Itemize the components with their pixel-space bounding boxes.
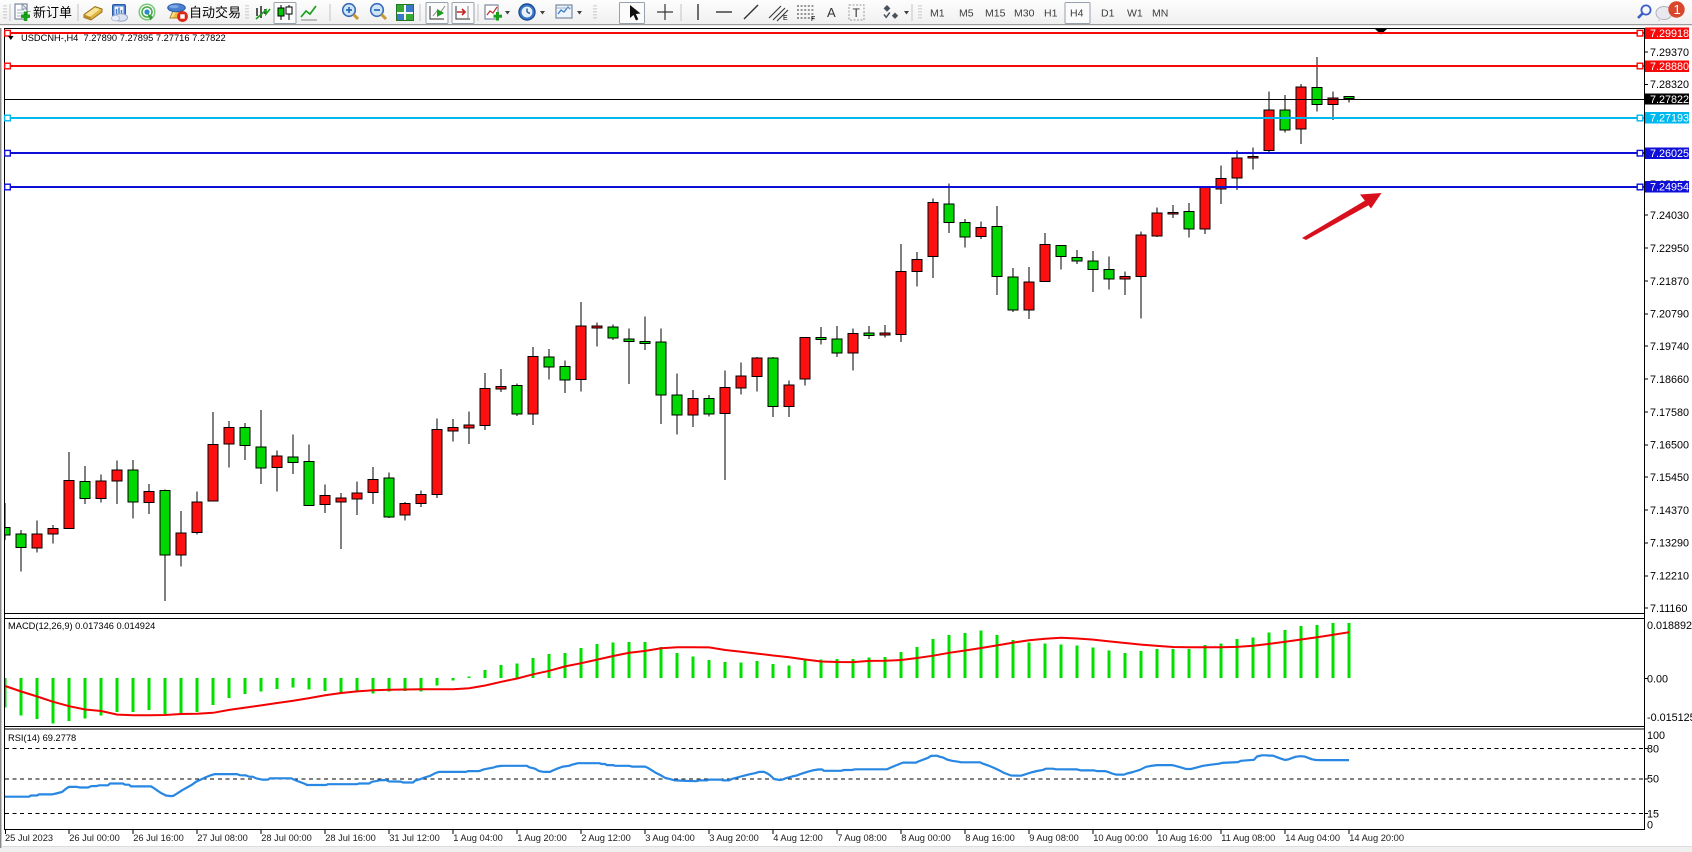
svg-text:15: 15: [1647, 808, 1659, 820]
svg-text:7.18660: 7.18660: [1650, 374, 1689, 386]
svg-text:10 Aug 16:00: 10 Aug 16:00: [1157, 833, 1212, 843]
svg-text:新订单: 新订单: [33, 5, 72, 20]
svg-text:USDCNH-,H4 7.27890 7.27895 7.: USDCNH-,H4 7.27890 7.27895 7.27716 7.278…: [21, 33, 226, 43]
svg-text:100: 100: [1647, 730, 1665, 742]
svg-text:2 Aug 12:00: 2 Aug 12:00: [581, 833, 631, 843]
svg-text:1 Aug 04:00: 1 Aug 04:00: [453, 833, 503, 843]
svg-text:7.29370: 7.29370: [1650, 47, 1689, 59]
svg-text:7.17580: 7.17580: [1650, 407, 1689, 419]
svg-text:14 Aug 20:00: 14 Aug 20:00: [1349, 833, 1404, 843]
svg-text:RSI(14) 69.2778: RSI(14) 69.2778: [8, 733, 76, 743]
svg-text:1 Aug 20:00: 1 Aug 20:00: [517, 833, 567, 843]
svg-text:11 Aug 08:00: 11 Aug 08:00: [1221, 833, 1275, 843]
svg-text:7.27822: 7.27822: [1650, 94, 1689, 106]
svg-text:4 Aug 12:00: 4 Aug 12:00: [773, 833, 823, 843]
svg-text:自动交易: 自动交易: [189, 5, 241, 20]
svg-text:E: E: [783, 15, 788, 22]
svg-text:-0.015125: -0.015125: [1647, 712, 1692, 724]
svg-text:H1: H1: [1044, 8, 1058, 20]
svg-text:7.24954: 7.24954: [1650, 182, 1689, 194]
svg-text:26 Jul 00:00: 26 Jul 00:00: [69, 833, 120, 843]
svg-text:M30: M30: [1014, 8, 1035, 20]
svg-text:7.29918: 7.29918: [1650, 28, 1689, 40]
svg-text:1: 1: [1674, 2, 1681, 17]
svg-text:0.00: 0.00: [1647, 674, 1668, 686]
svg-text:14 Aug 04:00: 14 Aug 04:00: [1285, 833, 1340, 843]
svg-text:0: 0: [1647, 819, 1653, 831]
svg-text:MN: MN: [1152, 8, 1168, 20]
svg-text:80: 80: [1647, 743, 1659, 755]
svg-text:M5: M5: [959, 8, 974, 20]
svg-text:M1: M1: [930, 8, 945, 20]
svg-text:0.018892: 0.018892: [1647, 620, 1692, 632]
svg-text:7.11160: 7.11160: [1650, 603, 1687, 615]
svg-text:27 Jul 08:00: 27 Jul 08:00: [197, 833, 248, 843]
svg-text:D1: D1: [1101, 8, 1115, 20]
svg-text:MACD(12,26,9) 0.017346 0.01492: MACD(12,26,9) 0.017346 0.014924: [8, 621, 155, 631]
svg-text:9 Aug 08:00: 9 Aug 08:00: [1029, 833, 1079, 843]
svg-text:H4: H4: [1070, 8, 1084, 20]
svg-text:7.13290: 7.13290: [1650, 538, 1689, 550]
svg-text:7.12210: 7.12210: [1650, 571, 1689, 583]
svg-text:7.28320: 7.28320: [1650, 79, 1689, 91]
svg-text:26 Jul 16:00: 26 Jul 16:00: [133, 833, 184, 843]
svg-text:8 Aug 00:00: 8 Aug 00:00: [901, 833, 951, 843]
svg-text:7 Aug 08:00: 7 Aug 08:00: [837, 833, 887, 843]
svg-text:8 Aug 16:00: 8 Aug 16:00: [965, 833, 1015, 843]
svg-text:3 Aug 04:00: 3 Aug 04:00: [645, 833, 695, 843]
svg-text:3 Aug 20:00: 3 Aug 20:00: [709, 833, 759, 843]
svg-text:7.27193: 7.27193: [1650, 113, 1689, 125]
svg-text:10 Aug 00:00: 10 Aug 00:00: [1093, 833, 1148, 843]
svg-text:7.26025: 7.26025: [1650, 148, 1689, 160]
svg-text:7.14370: 7.14370: [1650, 505, 1689, 517]
svg-text:7.15450: 7.15450: [1650, 472, 1689, 484]
svg-text:7.24030: 7.24030: [1650, 210, 1689, 222]
svg-text:50: 50: [1647, 774, 1659, 786]
svg-text:T: T: [853, 6, 861, 20]
svg-text:7.22950: 7.22950: [1650, 243, 1689, 255]
svg-text:25 Jul 2023: 25 Jul 2023: [5, 833, 53, 843]
svg-text:W1: W1: [1127, 8, 1143, 20]
svg-text:A: A: [827, 5, 836, 20]
svg-text:F: F: [811, 16, 815, 23]
svg-text:7.21870: 7.21870: [1650, 276, 1689, 288]
svg-text:28 Jul 00:00: 28 Jul 00:00: [261, 833, 312, 843]
svg-text:31 Jul 12:00: 31 Jul 12:00: [389, 833, 440, 843]
svg-text:7.19740: 7.19740: [1650, 341, 1689, 353]
svg-text:M15: M15: [985, 8, 1006, 20]
svg-text:7.16500: 7.16500: [1650, 440, 1689, 452]
svg-text:28 Jul 16:00: 28 Jul 16:00: [325, 833, 376, 843]
svg-text:7.20790: 7.20790: [1650, 309, 1689, 321]
svg-text:7.28880: 7.28880: [1650, 61, 1689, 73]
